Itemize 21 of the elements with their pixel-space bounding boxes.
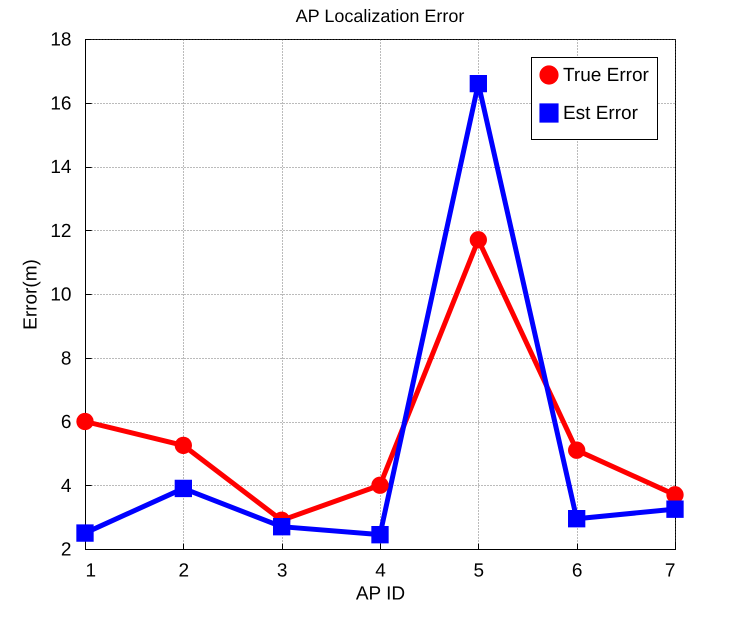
x-tick-label: 6	[572, 560, 582, 582]
legend-label: Est Error	[563, 103, 639, 124]
x-tick-label: 4	[375, 560, 386, 582]
x-tick-label: 1	[86, 560, 96, 582]
x-axis-title: AP ID	[356, 584, 406, 604]
x-tick-label: 3	[276, 560, 288, 582]
y-tick-label: 10	[50, 284, 72, 306]
chart-title: AP Localization Error	[296, 6, 464, 26]
legend-label: True Error	[563, 65, 650, 86]
y-tick-label: 2	[60, 540, 72, 560]
y-tick-label: 8	[60, 348, 72, 370]
x-tick-label: 7	[664, 560, 676, 582]
y-tick-label: 14	[50, 157, 72, 178]
y-tick-label: 12	[50, 220, 72, 242]
y-tick-label: 6	[60, 412, 72, 433]
x-tick-label: 5	[474, 560, 484, 582]
y-tick-label: 16	[50, 93, 72, 114]
y-tick-label: 18	[50, 30, 72, 50]
x-tick-label: 2	[178, 560, 190, 582]
y-axis-title: Error(m)	[20, 259, 42, 330]
y-tick-label: 4	[60, 476, 72, 497]
